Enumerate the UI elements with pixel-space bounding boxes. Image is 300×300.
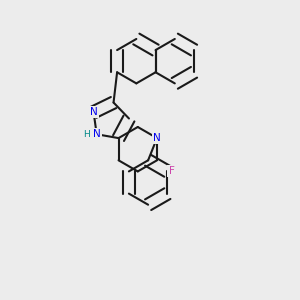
Text: N: N	[153, 133, 161, 143]
Text: N: N	[90, 107, 98, 117]
Text: N: N	[93, 129, 101, 139]
Text: F: F	[169, 167, 174, 176]
Text: H: H	[83, 130, 90, 139]
